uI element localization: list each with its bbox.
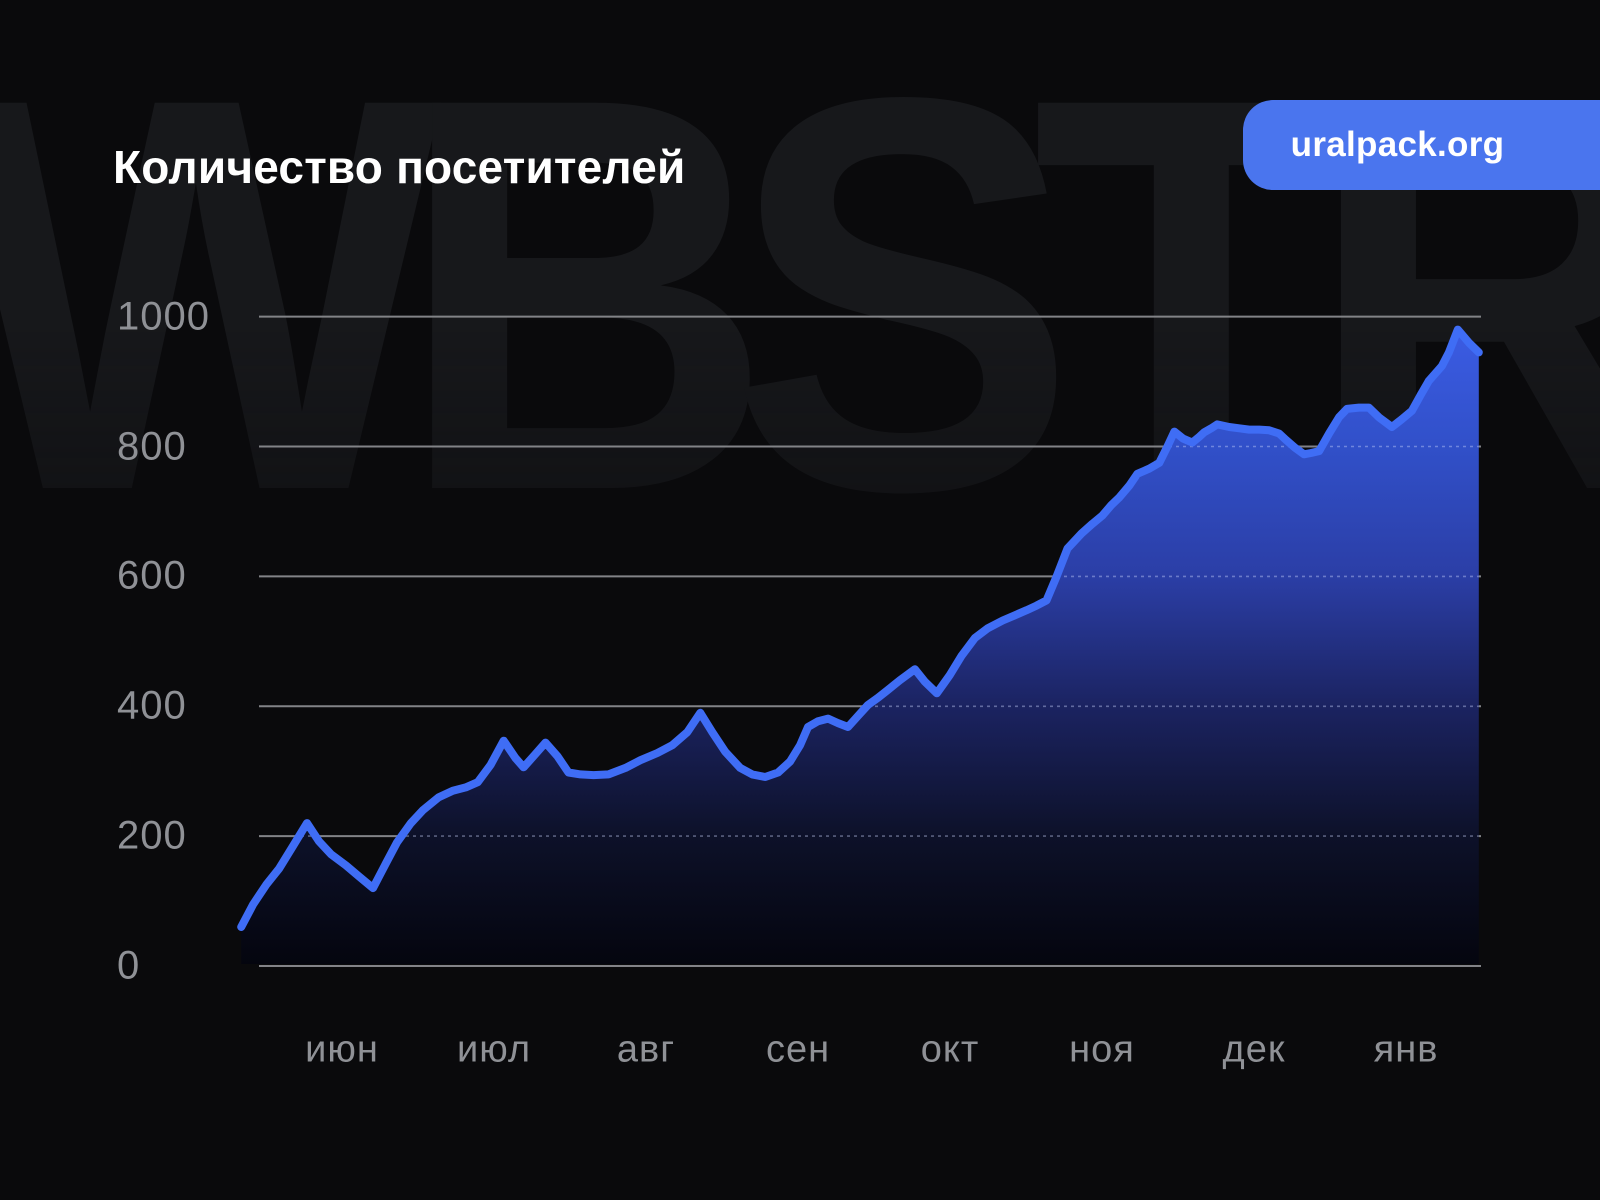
x-axis-month-label-4: сен — [765, 1028, 831, 1071]
x-axis-month-label-2: июл — [456, 1028, 532, 1071]
y-axis-tick-label-600: 600 — [117, 553, 187, 598]
x-axis-month-label-6: ноя — [1069, 1028, 1135, 1071]
y-axis-tick-label-400: 400 — [117, 683, 187, 728]
x-axis-month-label-7: дек — [1222, 1028, 1286, 1071]
x-axis-month-label-3: авг — [616, 1028, 676, 1071]
x-axis-month-label-1: июн — [305, 1028, 379, 1071]
page-title: Количество посетителей — [113, 140, 686, 193]
x-axis-month-label-5: окт — [920, 1028, 980, 1071]
y-axis-tick-label-1000: 1000 — [117, 294, 210, 339]
area-fill — [241, 329, 1479, 965]
site-url-label: uralpack.org — [1290, 125, 1505, 164]
x-axis-month-label-8: янв — [1373, 1028, 1439, 1071]
y-axis-tick-label-800: 800 — [117, 424, 187, 469]
site-url-badge: uralpack.org — [1243, 100, 1600, 190]
visitors-line — [237, 325, 1483, 931]
y-axis-tick-label-0: 0 — [117, 943, 141, 988]
y-axis-tick-label-200: 200 — [117, 813, 187, 858]
